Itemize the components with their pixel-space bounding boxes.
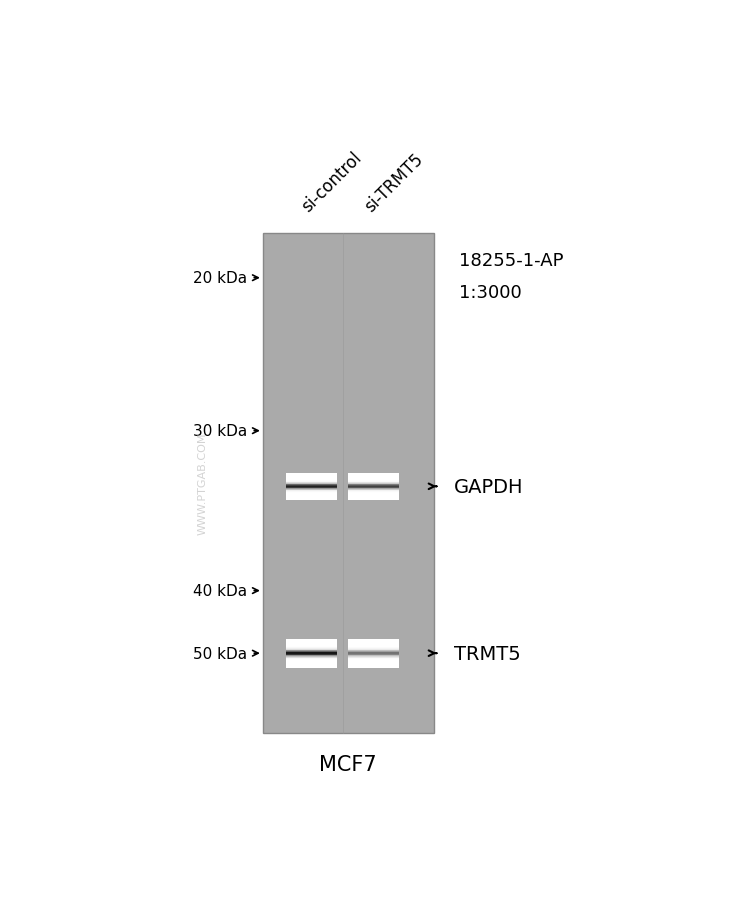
Text: si-control: si-control [298, 149, 365, 216]
Text: si-TRMT5: si-TRMT5 [361, 151, 427, 216]
Text: MCF7: MCF7 [320, 755, 377, 775]
Text: 1:3000: 1:3000 [459, 283, 522, 301]
Text: 40 kDa: 40 kDa [193, 584, 248, 598]
Text: TRMT5: TRMT5 [453, 644, 520, 663]
Text: WWW.PTGAB.COM: WWW.PTGAB.COM [198, 432, 208, 535]
Text: 50 kDa: 50 kDa [193, 646, 248, 661]
Bar [263, 234, 434, 733]
Text: 18255-1-AP: 18255-1-AP [459, 252, 564, 270]
Text: GAPDH: GAPDH [453, 477, 523, 496]
Text: 30 kDa: 30 kDa [193, 424, 248, 438]
Text: 20 kDa: 20 kDa [193, 271, 248, 286]
